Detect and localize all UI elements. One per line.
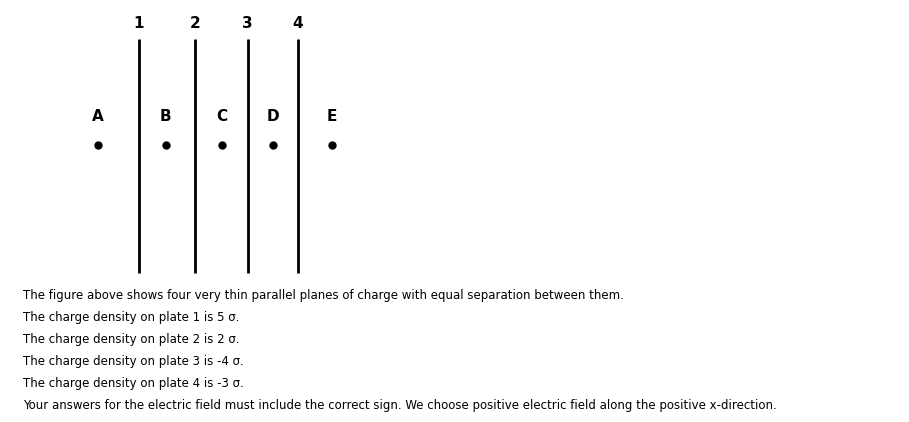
Text: The figure above shows four very thin parallel planes of charge with equal separ: The figure above shows four very thin pa… (23, 289, 624, 302)
Text: The charge density on plate 2 is 2 σ.: The charge density on plate 2 is 2 σ. (23, 333, 239, 346)
Text: A: A (92, 109, 104, 124)
Text: B: B (160, 109, 172, 124)
Text: C: C (216, 109, 227, 124)
Text: 3: 3 (243, 16, 253, 31)
Text: Your answers for the electric field must include the correct sign. We choose pos: Your answers for the electric field must… (23, 399, 776, 412)
Text: The charge density on plate 3 is -4 σ.: The charge density on plate 3 is -4 σ. (23, 355, 244, 368)
Text: 2: 2 (190, 16, 201, 31)
Text: 4: 4 (293, 16, 303, 31)
Text: E: E (326, 109, 337, 124)
Text: 1: 1 (134, 16, 144, 31)
Text: The charge density on plate 4 is -3 σ.: The charge density on plate 4 is -3 σ. (23, 377, 244, 390)
Text: D: D (266, 109, 279, 124)
Text: The charge density on plate 1 is 5 σ.: The charge density on plate 1 is 5 σ. (23, 311, 239, 324)
